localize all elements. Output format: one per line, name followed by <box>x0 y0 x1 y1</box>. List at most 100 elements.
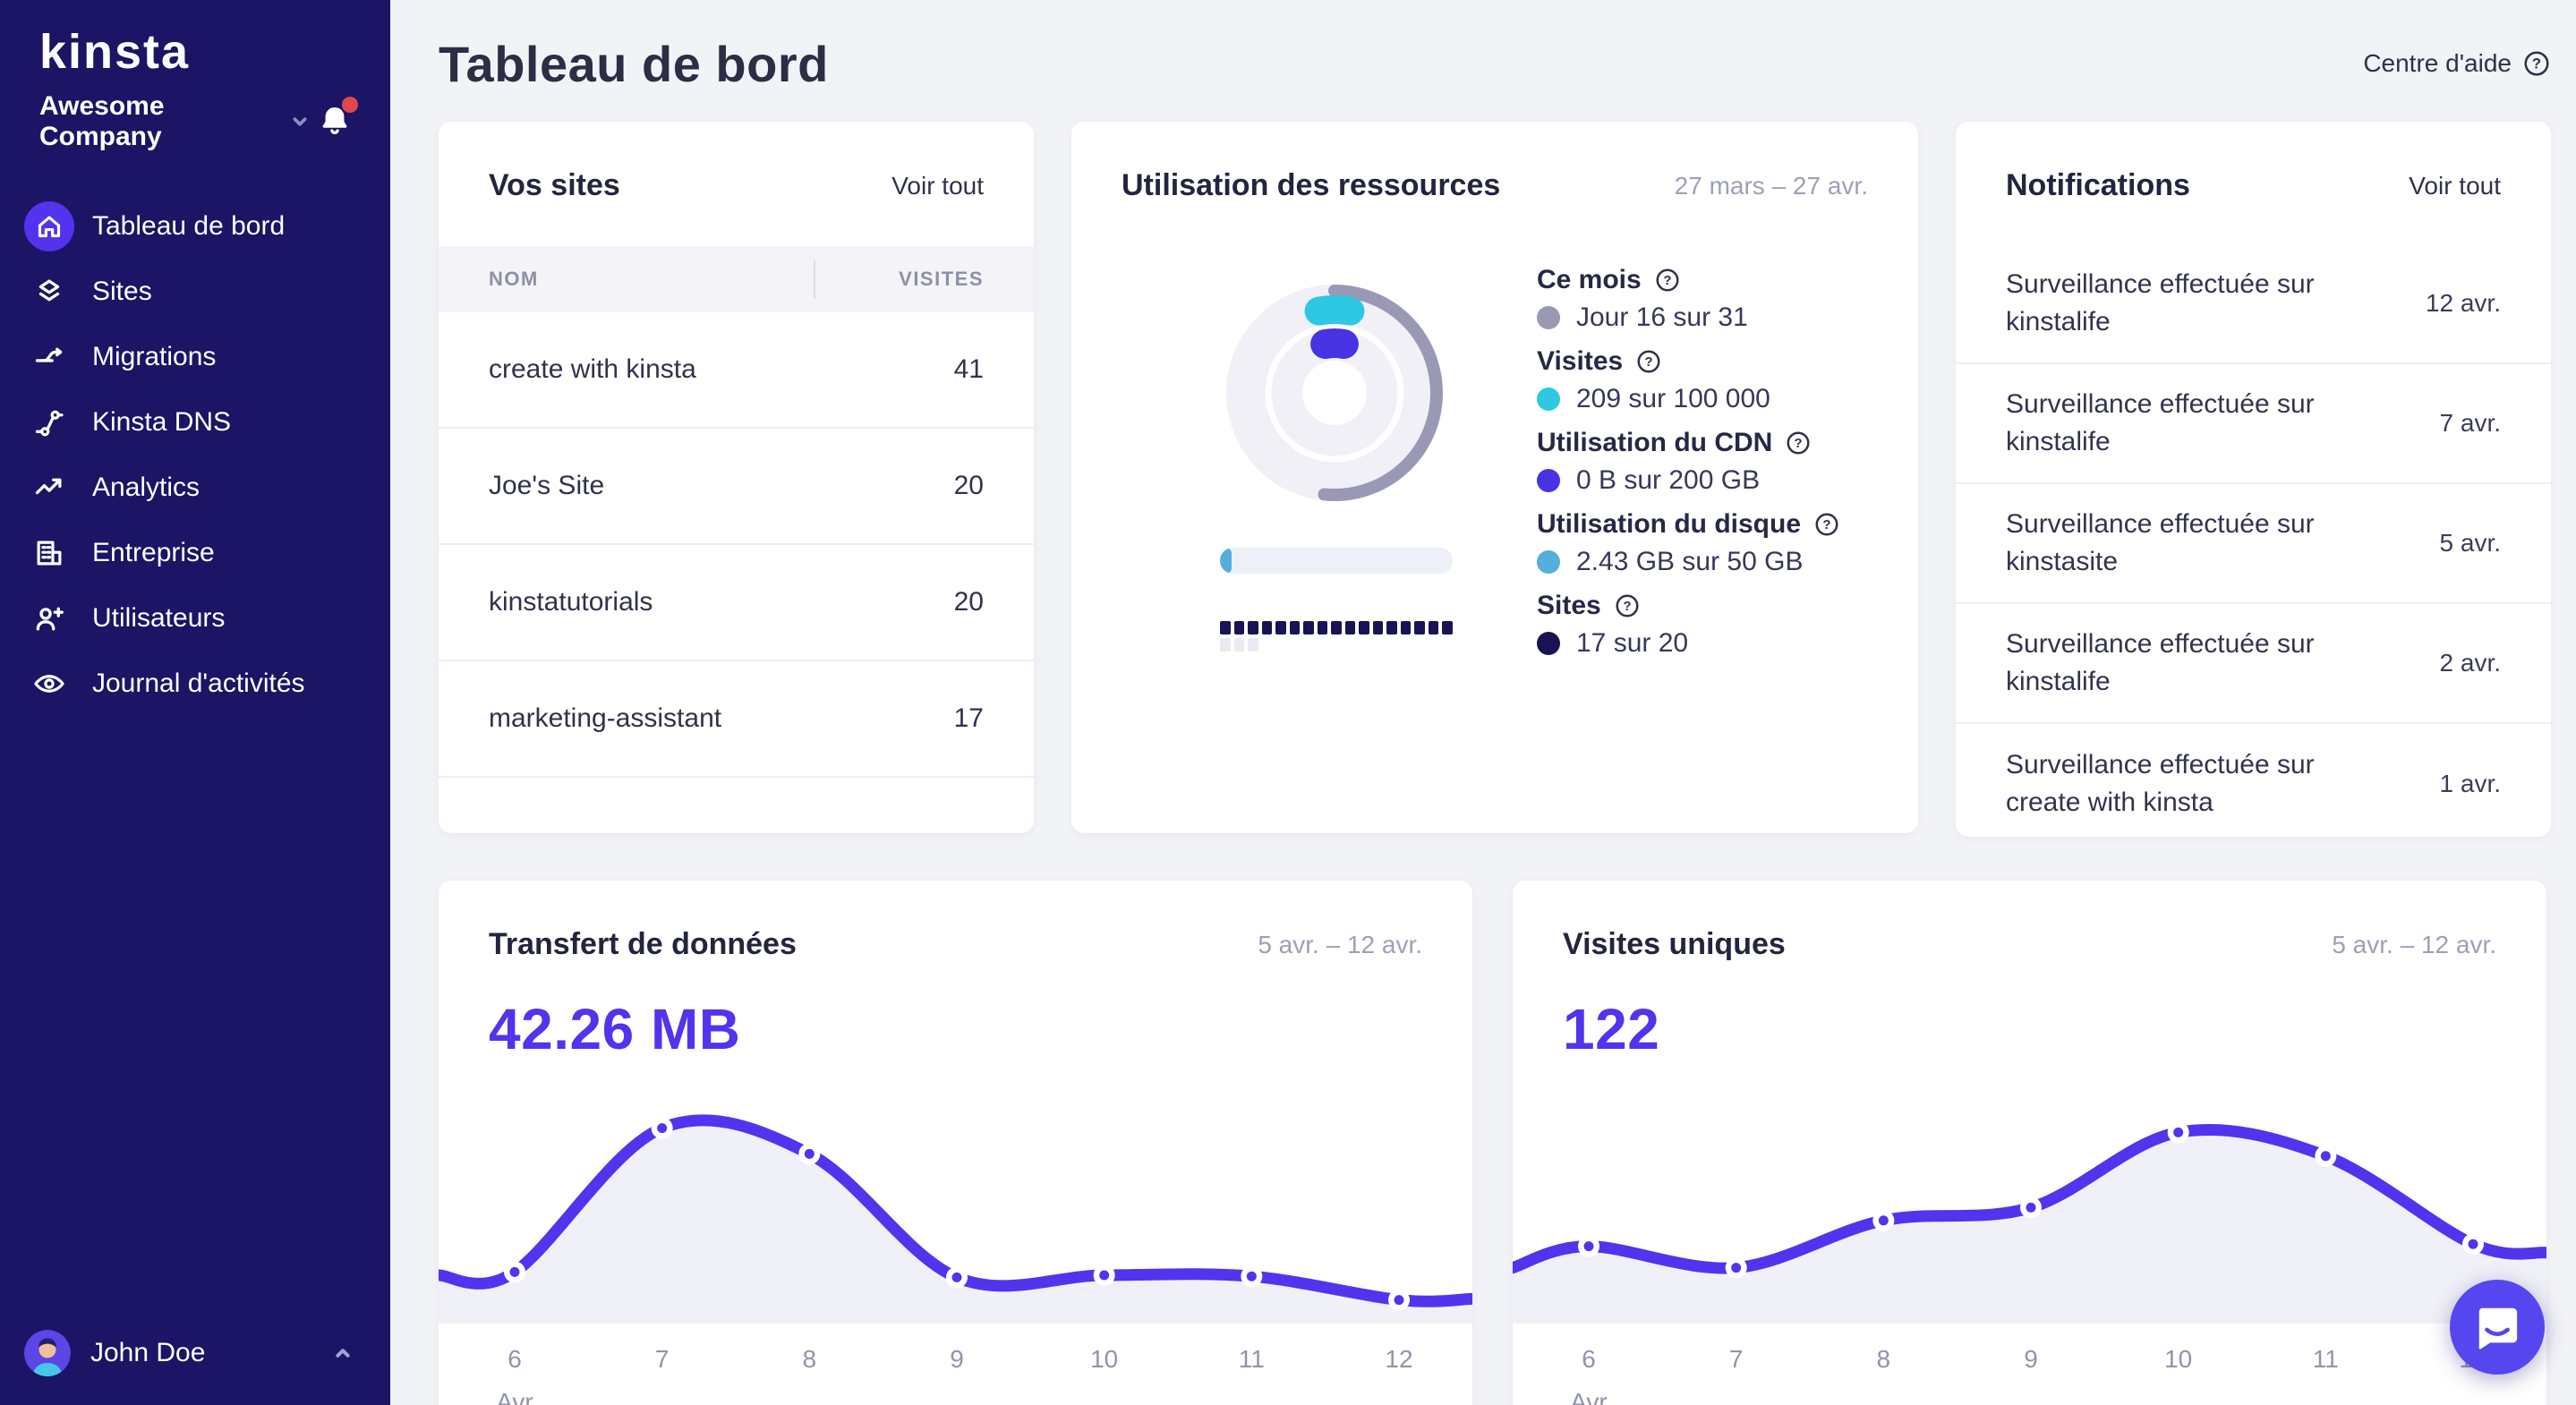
list-item[interactable]: Surveillance effectuée sur kinstalife 2 a… <box>1956 604 2551 724</box>
notifications-bell-button[interactable] <box>315 97 358 141</box>
site-segment-used <box>1303 621 1314 634</box>
legend-label: Visites? <box>1537 346 1882 377</box>
sidebar-item-label: Utilisateurs <box>92 602 226 633</box>
home-icon <box>24 200 74 251</box>
user-menu[interactable]: John Doe <box>0 1330 390 1376</box>
layers-icon <box>24 267 74 317</box>
building-icon <box>24 528 74 578</box>
question-circle-icon: ? <box>1637 350 1660 373</box>
notifications-card: Notifications Voir tout Surveillance eff… <box>1956 122 2551 837</box>
sidebar-item-entreprise[interactable]: Entreprise <box>0 520 390 585</box>
notification-text: Surveillance effectuée sur kinstalife <box>2006 389 2315 456</box>
list-item[interactable]: Surveillance effectuée sur create with ki… <box>1956 724 2551 837</box>
legend-value: 2.43 GB sur 50 GB <box>1537 547 1882 577</box>
x-axis-label: 7 <box>1728 1345 1744 1373</box>
sidebar-item-utilisateurs[interactable]: Utilisateurs <box>0 585 390 651</box>
migration-fork-icon <box>24 332 74 382</box>
sites-table-body: create with kinsta 41 Joe's Site 20 kinsta… <box>439 312 1034 778</box>
x-axis-label: 6 <box>508 1345 522 1373</box>
help-center-button[interactable]: Centre d'aide ? <box>2363 49 2551 78</box>
table-row[interactable]: kinstatutorials 20 <box>439 545 1034 661</box>
list-item[interactable]: Surveillance effectuée sur kinstalife 7 a… <box>1956 364 2551 484</box>
question-circle-icon: ? <box>1656 268 1679 292</box>
dns-route-icon <box>24 397 74 447</box>
svg-text:?: ? <box>1623 599 1631 614</box>
legend-item: Sites? 17 sur 20 <box>1537 591 1882 659</box>
donut-ring-1 <box>1318 285 1443 501</box>
list-item[interactable]: Surveillance effectuée sur kinstalife 12 … <box>1956 244 2551 364</box>
page-header: Tableau de bord Centre d'aide ? <box>439 27 2551 100</box>
sidebar-item-sites[interactable]: Sites <box>0 259 390 324</box>
view-all-notifications-link[interactable]: Voir tout <box>2409 171 2501 200</box>
site-name: Joe's Site <box>489 471 605 500</box>
x-axis-unit: Avr <box>496 1388 533 1405</box>
data-point <box>1099 1270 1110 1281</box>
list-item[interactable]: Surveillance effectuée sur kinstasite 5 a… <box>1956 484 2551 604</box>
legend-color-dot <box>1537 469 1560 492</box>
data-point <box>1731 1263 1742 1273</box>
company-name: Awesome Company <box>39 91 165 151</box>
legend-label: Ce mois? <box>1537 265 1882 295</box>
x-axis-label: 12 <box>1385 1345 1413 1373</box>
sidebar: kinsta Awesome Company Tableau de bord S… <box>0 0 390 1405</box>
sidebar-item-journal-activites[interactable]: Journal d'activités <box>0 651 390 716</box>
data-point <box>2468 1239 2478 1249</box>
legend-value: 17 sur 20 <box>1537 628 1882 659</box>
chat-launcher-button[interactable] <box>2450 1280 2545 1375</box>
site-name: marketing-assistant <box>489 703 722 733</box>
page-title: Tableau de bord <box>439 35 829 92</box>
data-point <box>2026 1202 2036 1213</box>
legend-label: Sites? <box>1537 591 1882 621</box>
card-title: Transfert de données <box>489 927 797 961</box>
chevron-down-icon <box>285 106 315 137</box>
table-row[interactable]: marketing-assistant 17 <box>439 661 1034 778</box>
sidebar-item-migrations[interactable]: Migrations <box>0 324 390 389</box>
site-segment-used <box>1372 621 1383 634</box>
date-range: 5 avr. – 12 avr. <box>1258 930 1422 958</box>
x-axis-label: 11 <box>1238 1345 1265 1373</box>
site-segment-used <box>1331 621 1342 634</box>
company-selector[interactable]: Awesome Company <box>39 91 358 151</box>
table-row[interactable]: create with kinsta 41 <box>439 312 1034 429</box>
site-name: create with kinsta <box>489 354 696 384</box>
data-point <box>1878 1215 1889 1226</box>
legend-item: Ce mois? Jour 16 sur 31 <box>1537 265 1882 333</box>
data-point <box>804 1148 815 1159</box>
help-center-label: Centre d'aide <box>2363 49 2512 77</box>
view-all-sites-link[interactable]: Voir tout <box>891 171 984 200</box>
unique-visits-card: Visites uniques 5 avr. – 12 avr. 122 6 7 8… <box>1513 881 2546 1405</box>
kinsta-logo: kinsta <box>39 25 191 79</box>
question-circle-icon: ? <box>1616 594 1639 617</box>
data-point <box>2320 1151 2331 1162</box>
date-range: 27 mars – 27 avr. <box>1674 171 1868 200</box>
notifications-list: Surveillance effectuée sur kinstalife 12 … <box>1956 244 2551 837</box>
x-axis-label: 6 <box>1582 1345 1596 1373</box>
notification-date: 7 avr. <box>2439 409 2501 437</box>
x-axis-label: 11 <box>2312 1345 2339 1373</box>
notification-text: Surveillance effectuée sur kinstalife <box>2006 269 2315 336</box>
resource-usage-card: Utilisation des ressources 27 mars – 27 … <box>1071 122 1918 833</box>
site-name: kinstatutorials <box>489 587 653 617</box>
sidebar-item-label: Entreprise <box>92 537 215 567</box>
sidebar-item-label: Migrations <box>92 341 217 371</box>
site-segment-used <box>1220 621 1231 634</box>
site-segment-used <box>1414 621 1425 634</box>
sidebar-item-kinsta-dns[interactable]: Kinsta DNS <box>0 389 390 455</box>
legend-value: 209 sur 100 000 <box>1537 384 1882 414</box>
site-segment-used <box>1289 621 1300 634</box>
notification-text: Surveillance effectuée sur kinstasite <box>2006 509 2315 576</box>
site-segment-used <box>1317 621 1327 634</box>
donut-ring-2 <box>1304 295 1365 326</box>
site-visits-count: 41 <box>953 354 984 384</box>
table-row[interactable]: Joe's Site 20 <box>439 429 1034 545</box>
question-circle-icon: ? <box>1787 431 1810 455</box>
notification-date: 1 avr. <box>2439 770 2501 797</box>
x-axis-label: 10 <box>2164 1345 2193 1373</box>
sidebar-item-analytics[interactable]: Analytics <box>0 455 390 520</box>
sidebar-item-tableau-de-bord[interactable]: Tableau de bord <box>0 193 390 259</box>
sites-segments-bar <box>1220 621 1456 655</box>
site-segment-used <box>1233 621 1244 634</box>
data-point <box>1394 1295 1404 1306</box>
